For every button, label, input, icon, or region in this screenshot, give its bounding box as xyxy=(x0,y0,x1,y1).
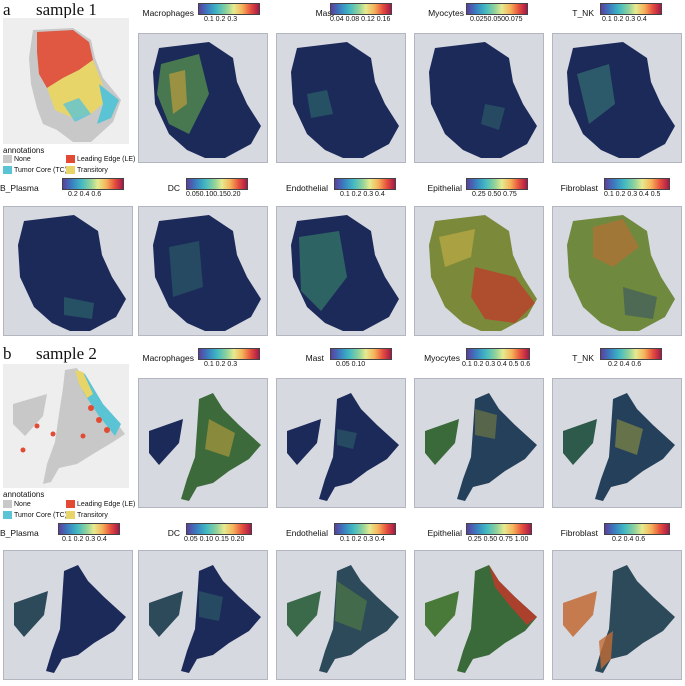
tissue-a-macrophages xyxy=(138,33,268,163)
colorbar-a-macrophages xyxy=(198,3,260,15)
ticks-b-endothelial: 0.1 0.2 0.3 0.4 xyxy=(340,536,385,543)
colorbar-a-epithelial xyxy=(466,178,528,190)
colorbar-b-mast xyxy=(330,348,392,360)
tissue-b-dc xyxy=(138,550,268,680)
annotations-title-b: annotations xyxy=(3,490,45,499)
title-a-epithelial: Epithelial xyxy=(427,183,463,193)
colorbar-a-endothelial xyxy=(334,178,396,190)
ticks-b-mast: 0.05 0.10 xyxy=(336,361,366,368)
ticks-a-dc: 0.050.100.150.20 xyxy=(186,191,241,198)
title-a-endothelial: Endothelial xyxy=(285,183,328,193)
colorbar-b-bplasma xyxy=(58,523,120,535)
tissue-a-mast xyxy=(276,33,406,163)
ticks-a-tnk: 0.1 0.2 0.3 0.4 xyxy=(602,16,647,23)
legend-transitory-a: Transitory xyxy=(66,166,108,174)
ticks-a-fibroblast: 0.1 0.2 0.3 0.4 0.5 xyxy=(604,191,661,198)
colorbar-b-fibroblast xyxy=(604,523,670,535)
ticks-a-mast: 0.04 0.08 0.12 0.16 xyxy=(330,16,391,23)
tissue-b-endothelial xyxy=(276,550,406,680)
colorbar-b-endothelial xyxy=(334,523,396,535)
annotation-map-sample-2 xyxy=(3,364,129,488)
legend-none-a: None xyxy=(3,155,31,163)
ticks-b-fibroblast: 0.2 0.4 0.6 xyxy=(612,536,646,543)
colorbar-a-myocytes xyxy=(466,3,528,15)
tissue-b-bplasma xyxy=(3,550,133,680)
annotations-title-a: annotations xyxy=(3,146,45,155)
colorbar-a-tnk xyxy=(600,3,662,15)
ticks-b-myocytes: 0.1 0.2 0.3 0.4 0.5 0.6 xyxy=(462,361,531,368)
title-a-fibroblast: Fibroblast xyxy=(560,183,598,193)
ticks-a-macrophages: 0.1 0.2 0.3 xyxy=(204,16,238,23)
title-b-dc: DC xyxy=(167,528,180,538)
ticks-a-epithelial: 0.25 0.50 0.75 xyxy=(472,191,517,198)
title-b-myocytes: Myocytes xyxy=(424,353,460,363)
title-a-mast: Mast xyxy=(315,8,334,18)
colorbar-b-epithelial xyxy=(466,523,532,535)
ticks-b-tnk: 0.2 0.4 0.6 xyxy=(608,361,642,368)
panel-letter-a: a xyxy=(3,0,11,19)
title-a-bplasma: B_Plasma xyxy=(0,183,39,193)
title-b-epithelial: Epithelial xyxy=(427,528,463,538)
tissue-a-bplasma xyxy=(3,206,133,336)
legend-transitory-b: Transitory xyxy=(66,511,108,519)
legend-le-a: Leading Edge (LE) xyxy=(66,155,135,163)
tissue-a-myocytes xyxy=(414,33,544,163)
ticks-a-endothelial: 0.1 0.2 0.3 0.4 xyxy=(340,191,385,198)
title-a-macrophages: Macrophages xyxy=(142,8,194,18)
colorbar-b-tnk xyxy=(600,348,662,360)
legend-tc-b: Tumor Core (TC) xyxy=(3,511,67,519)
colorbar-b-macrophages xyxy=(198,348,260,360)
title-a-myocytes: Myocytes xyxy=(428,8,464,18)
title-b-macrophages: Macrophages xyxy=(142,353,194,363)
ticks-a-myocytes: 0.0250.0500.075 xyxy=(470,16,523,23)
title-a-dc: DC xyxy=(167,183,180,193)
tissue-a-epithelial xyxy=(414,206,544,336)
title-a-tnk: T_NK xyxy=(572,8,594,18)
tissue-b-epithelial xyxy=(414,550,544,680)
annotation-map-sample-1 xyxy=(3,18,129,144)
tissue-a-fibroblast xyxy=(552,206,682,336)
tissue-b-tnk xyxy=(552,378,682,508)
tissue-b-myocytes xyxy=(414,378,544,508)
tissue-b-fibroblast xyxy=(552,550,682,680)
sample-2-title: sample 2 xyxy=(36,344,97,363)
title-b-bplasma: B_Plasma xyxy=(0,528,39,538)
legend-tc-a: Tumor Core (TC) xyxy=(3,166,67,174)
sample-1-title: sample 1 xyxy=(36,0,97,19)
colorbar-a-dc xyxy=(186,178,248,190)
tissue-a-dc xyxy=(138,206,268,336)
colorbar-a-bplasma xyxy=(62,178,124,190)
panel-letter-b: b xyxy=(3,344,12,363)
colorbar-b-myocytes xyxy=(466,348,530,360)
tissue-a-tnk xyxy=(552,33,682,163)
title-b-endothelial: Endothelial xyxy=(285,528,328,538)
colorbar-b-dc xyxy=(186,523,252,535)
title-b-tnk: T_NK xyxy=(572,353,594,363)
ticks-b-macrophages: 0.1 0.2 0.3 xyxy=(204,361,238,368)
title-b-mast: Mast xyxy=(305,353,324,363)
legend-none-b: None xyxy=(3,500,31,508)
ticks-a-bplasma: 0.2 0.4 0.6 xyxy=(68,191,102,198)
colorbar-a-mast xyxy=(330,3,392,15)
ticks-b-epithelial: 0.25 0.50 0.75 1.00 xyxy=(468,536,529,543)
tissue-b-mast xyxy=(276,378,406,508)
title-b-fibroblast: Fibroblast xyxy=(560,528,598,538)
ticks-b-dc: 0.05 0.10 0.15 0.20 xyxy=(184,536,245,543)
legend-le-b: Leading Edge (LE) xyxy=(66,500,135,508)
tissue-a-endothelial xyxy=(276,206,406,336)
ticks-b-bplasma: 0.1 0.2 0.3 0.4 xyxy=(62,536,107,543)
colorbar-a-fibroblast xyxy=(604,178,670,190)
tissue-b-macrophages xyxy=(138,378,268,508)
